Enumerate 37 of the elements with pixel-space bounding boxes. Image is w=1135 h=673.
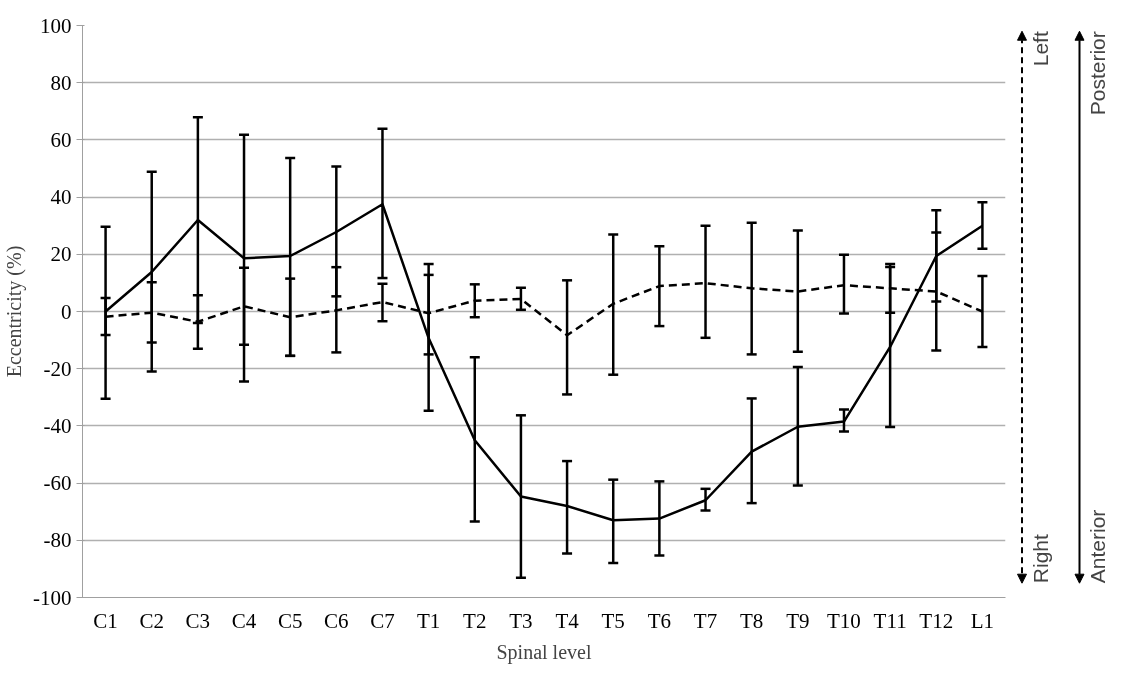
- y-tick-label: 40: [50, 185, 72, 210]
- x-tick-label: T8: [740, 608, 764, 633]
- text: Left: [1028, 31, 1052, 67]
- x-tick-label: T1: [416, 608, 441, 633]
- x-axis-title: Spinal level: [496, 640, 592, 664]
- x-tick-label: C4: [231, 608, 257, 633]
- x-tick-label: C6: [324, 608, 349, 633]
- x-tick-label: T7: [693, 608, 718, 633]
- y-tick-label: 60: [50, 127, 72, 152]
- y-tick-label: 100: [40, 13, 72, 38]
- y-tick-label: -100: [33, 585, 72, 610]
- x-tick-label: T4: [555, 608, 580, 633]
- x-tick-label: T9: [786, 608, 810, 633]
- y-tick-label: -20: [43, 356, 72, 381]
- x-tick-label: C7: [370, 608, 395, 633]
- x-tick-label: C2: [139, 608, 164, 633]
- text: Posterior: [1086, 31, 1110, 116]
- text: Anterior: [1086, 509, 1110, 584]
- y-axis-title: Eccentricity (%): [3, 245, 27, 378]
- y-tick-label: -60: [43, 471, 72, 496]
- x-tick-label: T6: [647, 608, 672, 633]
- x-tick-label: C3: [185, 608, 211, 633]
- x-tick-label: T11: [873, 608, 907, 633]
- y-tick-label: 80: [50, 70, 72, 95]
- y-tick-label: 20: [50, 242, 72, 267]
- x-tick-label: T12: [919, 608, 954, 633]
- x-tick-label: T10: [827, 608, 861, 633]
- x-tick-label: C1: [93, 608, 118, 633]
- x-tick-label: L1: [970, 608, 995, 633]
- y-tick-label: -80: [43, 528, 72, 553]
- x-tick-label: C5: [277, 608, 303, 633]
- x-tick-label: T5: [601, 608, 625, 633]
- text: Right: [1028, 534, 1052, 584]
- y-tick-label: -40: [43, 413, 72, 438]
- y-tick-label: 0: [61, 299, 72, 324]
- x-tick-label: T3: [509, 608, 533, 633]
- x-tick-label: T2: [463, 608, 487, 633]
